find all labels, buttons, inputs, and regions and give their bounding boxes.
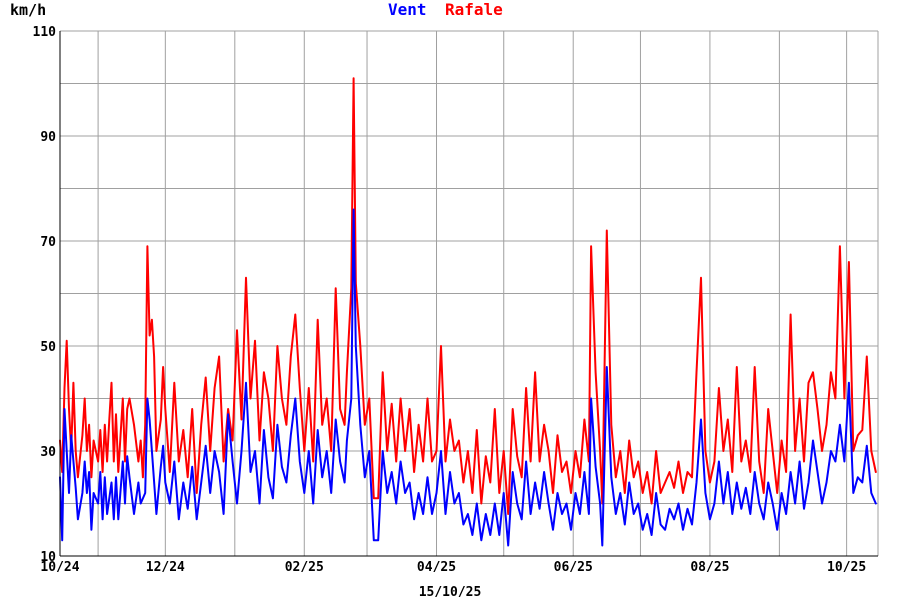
x-tick-label: 02/25 [285, 560, 324, 575]
x-caption: 15/10/25 [419, 585, 482, 600]
grid [60, 30, 879, 556]
x-tick-labels: 10/24 12/24 02/25 04/25 06/25 08/25 10/25 [40, 560, 866, 575]
y-tick-label: 110 [33, 25, 57, 40]
y-tick-labels: 10 30 50 70 90 110 [33, 25, 57, 565]
x-tick-label: 08/25 [690, 560, 729, 575]
x-tick-label: 06/25 [554, 560, 593, 575]
x-tick-label: 10/24 [40, 560, 79, 575]
series-line-vent [59, 208, 877, 547]
legend-vent: Vent [388, 0, 427, 19]
x-tick-label: 10/25 [827, 560, 866, 575]
y-tick-label: 70 [40, 235, 56, 250]
legend-rafale: Rafale [445, 0, 503, 19]
y-tick-label: 50 [40, 340, 56, 355]
y-tick-label: 10 [40, 550, 56, 565]
series-layer [59, 77, 877, 547]
axis-frame [59, 31, 878, 557]
y-tick-label: 90 [40, 130, 56, 145]
y-unit-label: km/h [10, 1, 46, 19]
series-line-rafale [59, 77, 877, 515]
x-tick-label: 04/25 [417, 560, 456, 575]
x-tick-label: 12/24 [146, 560, 185, 575]
y-tick-label: 30 [40, 445, 56, 460]
